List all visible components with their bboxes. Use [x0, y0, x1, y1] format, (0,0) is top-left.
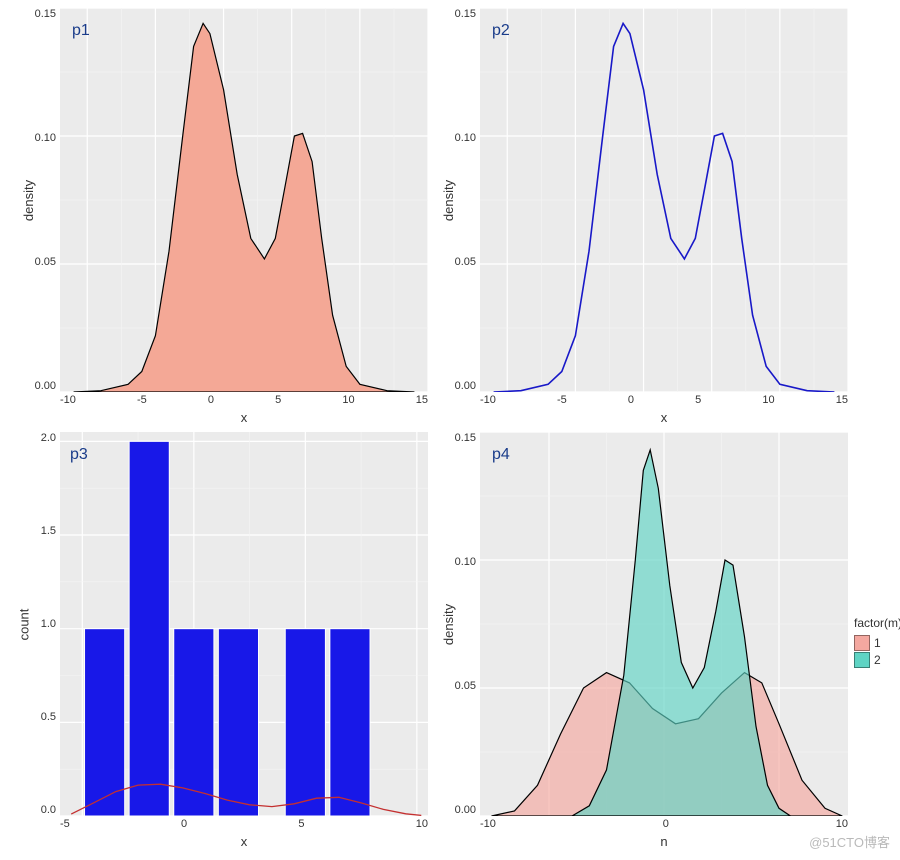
legend-item: 1 — [854, 635, 900, 651]
ylabel-p1: density — [21, 179, 36, 220]
panel-label-p2: p2 — [492, 22, 510, 40]
legend-swatch — [854, 635, 870, 651]
ytick-label: 0.10 — [28, 132, 56, 144]
chart-grid: p1 density 0.150.100.050.00 -10-5051015 … — [8, 8, 892, 852]
ytick-label: 2.0 — [28, 432, 56, 444]
xtick-label: -10 — [60, 394, 76, 410]
xtick-label: -5 — [137, 394, 147, 410]
ytick-label: 0.15 — [448, 432, 476, 444]
ytick-label: 0.05 — [448, 256, 476, 268]
panel-p1: p1 density 0.150.100.050.00 -10-5051015 … — [8, 8, 428, 428]
ylabel-p2: density — [441, 179, 456, 220]
xtick-label: 5 — [298, 818, 304, 834]
xtick-label: 10 — [762, 394, 774, 410]
ytick-label: 0.05 — [448, 680, 476, 692]
ytick-label: 0.00 — [448, 804, 476, 816]
legend-label: 1 — [874, 636, 881, 650]
ytick-label: 0.00 — [28, 380, 56, 392]
xtick-label: 15 — [416, 394, 428, 410]
xtick-label: 10 — [416, 818, 428, 834]
ytick-label: 0.5 — [28, 711, 56, 723]
legend-items: 12 — [854, 634, 900, 669]
panel-label-p3: p3 — [70, 446, 88, 464]
xticks-p1: -10 -5 0 5 10 15 — [60, 392, 428, 410]
yticks-p3: 2.0 1.5 1.0 0.5 0.0 — [28, 432, 60, 816]
xtick-label: 5 — [275, 394, 281, 410]
panel-label-p1: p1 — [72, 22, 90, 40]
plot-area-p2 — [480, 8, 848, 392]
xtick-label: -10 — [480, 394, 496, 410]
panel-p3: p3 count 2.0 1.5 1.0 0.5 0.0 -5 0 5 10 x — [8, 432, 428, 852]
ytick-label: 0.15 — [28, 8, 56, 20]
xtick-label: -5 — [557, 394, 567, 410]
xlabel-p1: x — [60, 410, 428, 428]
xlabel-p4: n — [480, 834, 848, 852]
watermark: @51CTO博客 — [809, 832, 890, 851]
legend-title: factor(m) — [854, 616, 900, 630]
panel-p4: p4 density 0.150.100.050.00 -10010 n — [428, 432, 848, 852]
xlabel-p2: x — [480, 410, 848, 428]
ytick-label: 0.0 — [28, 804, 56, 816]
xtick-label: -10 — [480, 818, 496, 834]
xtick-label: 0 — [208, 394, 214, 410]
legend-p4: factor(m) 12 — [848, 432, 900, 852]
xlabel-p3: x — [60, 834, 428, 852]
plot-area-p3 — [60, 432, 428, 816]
xticks-p4: -10010 — [480, 816, 848, 834]
panel-p2: p2 density 0.150.100.050.00 -10-5051015 … — [428, 8, 848, 428]
spacer-top-right — [848, 8, 900, 428]
legend-item: 2 — [854, 652, 900, 668]
panel-label-p4: p4 — [492, 446, 510, 464]
plot-area-p4 — [480, 432, 848, 816]
plot-area-p1 — [60, 8, 428, 392]
legend-swatch — [854, 652, 870, 668]
xtick-label: 5 — [695, 394, 701, 410]
xtick-label: 10 — [342, 394, 354, 410]
ytick-label: 0.05 — [28, 256, 56, 268]
xtick-label: 0 — [628, 394, 634, 410]
ylabel-p4: density — [441, 603, 456, 644]
ytick-label: 0.10 — [448, 556, 476, 568]
ylabel-p3: count — [16, 608, 31, 640]
xtick-label: 0 — [663, 818, 669, 834]
ytick-label: 1.5 — [28, 525, 56, 537]
ytick-label: 1.0 — [28, 618, 56, 630]
xtick-label: -5 — [60, 818, 70, 834]
legend-label: 2 — [874, 653, 881, 667]
xtick-label: 0 — [181, 818, 187, 834]
ytick-label: 0.10 — [448, 132, 476, 144]
xticks-p3: -5 0 5 10 — [60, 816, 428, 834]
ytick-label: 0.15 — [448, 8, 476, 20]
xtick-label: 15 — [836, 394, 848, 410]
xticks-p2: -10 -5 0 5 10 15 — [480, 392, 848, 410]
ytick-label: 0.00 — [448, 380, 476, 392]
